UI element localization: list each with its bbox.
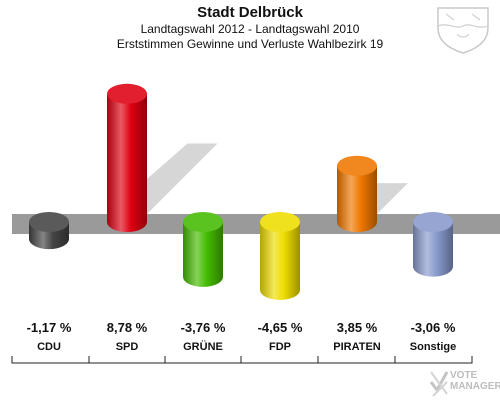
chart-title: Stadt Delbrück bbox=[197, 4, 303, 21]
bar-grüne bbox=[183, 222, 223, 287]
vote-manager-watermark: VOTE MANAGER bbox=[428, 366, 500, 400]
value-label: -1,17 % bbox=[27, 320, 72, 335]
chart-header: Stadt Delbrück Landtagswahl 2012 - Landt… bbox=[0, 4, 500, 52]
category-label: PIRATEN bbox=[333, 341, 381, 353]
bar-cap bbox=[260, 212, 300, 232]
watermark-line-1: VOTE bbox=[450, 370, 478, 381]
value-label: -3,76 % bbox=[181, 320, 226, 335]
watermark-line-2: MANAGER bbox=[450, 381, 500, 392]
bar-cap bbox=[183, 212, 223, 232]
category-label: GRÜNE bbox=[183, 340, 223, 353]
bar-sonstige bbox=[413, 222, 453, 277]
bar-piraten bbox=[337, 165, 377, 232]
bar-spd bbox=[107, 93, 147, 232]
value-label: -4,65 % bbox=[258, 320, 303, 335]
chart-subtitle-2: Erststimmen Gewinne und Verluste Wahlbez… bbox=[116, 37, 384, 51]
vote-manager-logo-icon bbox=[429, 371, 449, 397]
category-label: SPD bbox=[116, 341, 139, 353]
bar-cap bbox=[29, 212, 69, 232]
bar-cap bbox=[107, 83, 147, 104]
category-label: FDP bbox=[269, 341, 291, 353]
bar-fdp bbox=[260, 222, 300, 300]
state-crest-icon bbox=[437, 7, 489, 54]
value-label: 3,85 % bbox=[337, 320, 378, 335]
category-axis bbox=[11, 356, 473, 364]
value-label: 8,78 % bbox=[107, 320, 148, 335]
category-label: CDU bbox=[37, 341, 61, 353]
bar-cap bbox=[337, 155, 377, 176]
category-label: Sonstige bbox=[410, 341, 456, 353]
bar-cap bbox=[413, 212, 453, 232]
chart-subtitle: Landtagswahl 2012 - Landtagswahl 2010 bbox=[140, 22, 360, 36]
value-label: -3,06 % bbox=[411, 320, 456, 335]
